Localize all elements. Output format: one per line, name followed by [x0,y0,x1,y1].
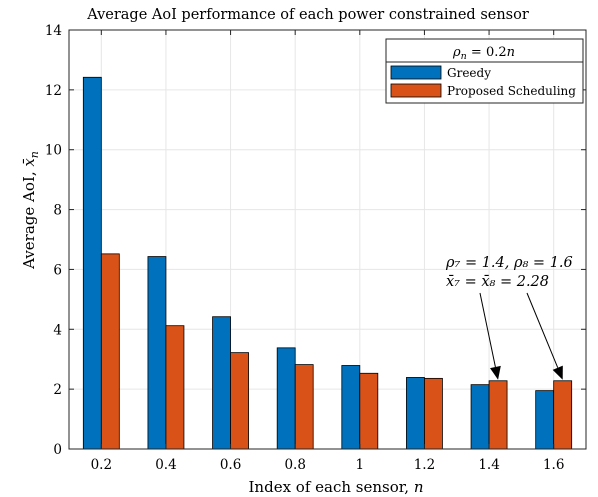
bar-proposed-0.4 [165,325,185,450]
x-tick-label: 1.4 [478,457,499,473]
bar-proposed-1.4 [488,380,508,450]
bar-proposed-1 [359,372,379,450]
annotation-arrow-line [479,292,496,368]
bar-proposed-0.6 [230,352,249,450]
chart-title: Average AoI performance of each power co… [86,7,529,23]
x-tick-label: 0.6 [220,457,241,473]
legend-label-proposed: Proposed Scheduling [447,84,576,98]
bar-proposed-1.2 [424,377,443,450]
x-tick-label: 0.2 [91,457,112,473]
y-tick-label: 10 [45,143,62,159]
bar-proposed-0.2 [100,253,120,450]
y-tick-label: 12 [45,83,62,99]
legend-label-greedy: Greedy [447,66,491,80]
bars-group [82,76,573,450]
bar-greedy-1.4 [470,384,490,450]
axes-frame [68,29,587,450]
annotation-line-1: ρ₇ = 1.4, ρ₈ = 1.6 [445,255,573,271]
annotation-arrow-line [526,292,559,368]
tick-marks [69,29,586,450]
legend-swatch-proposed [390,83,442,98]
y-tick-label: 0 [53,442,62,458]
bar-greedy-0.6 [212,316,231,450]
x-axis-label: Index of each sensor, n [249,478,424,496]
annotation: ρ₇ = 1.4, ρ₈ = 1.6 x̄₇ = x̄₈ = 2.28 [445,255,573,380]
legend-title: ρn = 0.2n [452,45,515,62]
bar-greedy-0.2 [82,76,102,450]
legend: ρn = 0.2n Greedy Proposed Scheduling [385,38,584,104]
y-tick-label: 14 [45,23,62,39]
y-tick-label: 8 [53,203,62,219]
annotation-line-2: x̄₇ = x̄₈ = 2.28 [446,274,549,290]
x-tick-label: 0.8 [284,457,305,473]
y-tick-label: 4 [53,322,62,338]
bar-greedy-0.8 [276,347,296,450]
y-tick-label: 6 [53,262,62,278]
bar-greedy-1 [341,365,361,450]
bar-proposed-1.6 [553,380,573,450]
x-tick-label: 0.4 [155,457,176,473]
bar-proposed-0.8 [294,364,314,450]
x-tick-label: 1.2 [414,457,435,473]
y-axis-label: Average AoI, x̄n [20,151,41,270]
y-tick-label: 2 [53,382,62,398]
tick-labels: 0 2 4 6 8 10 12 14 0.2 0.4 0.6 0.8 1 1.2 1.4 1.6 [45,23,565,473]
bar-greedy-0.4 [147,256,167,450]
bar-greedy-1.6 [535,390,555,450]
legend-swatch-greedy [390,65,442,80]
bar-greedy-1.2 [406,377,425,450]
annotation-arrow-head [490,365,501,380]
x-tick-label: 1 [356,457,365,473]
annotation-arrow-head [552,365,563,380]
x-tick-label: 1.6 [543,457,564,473]
